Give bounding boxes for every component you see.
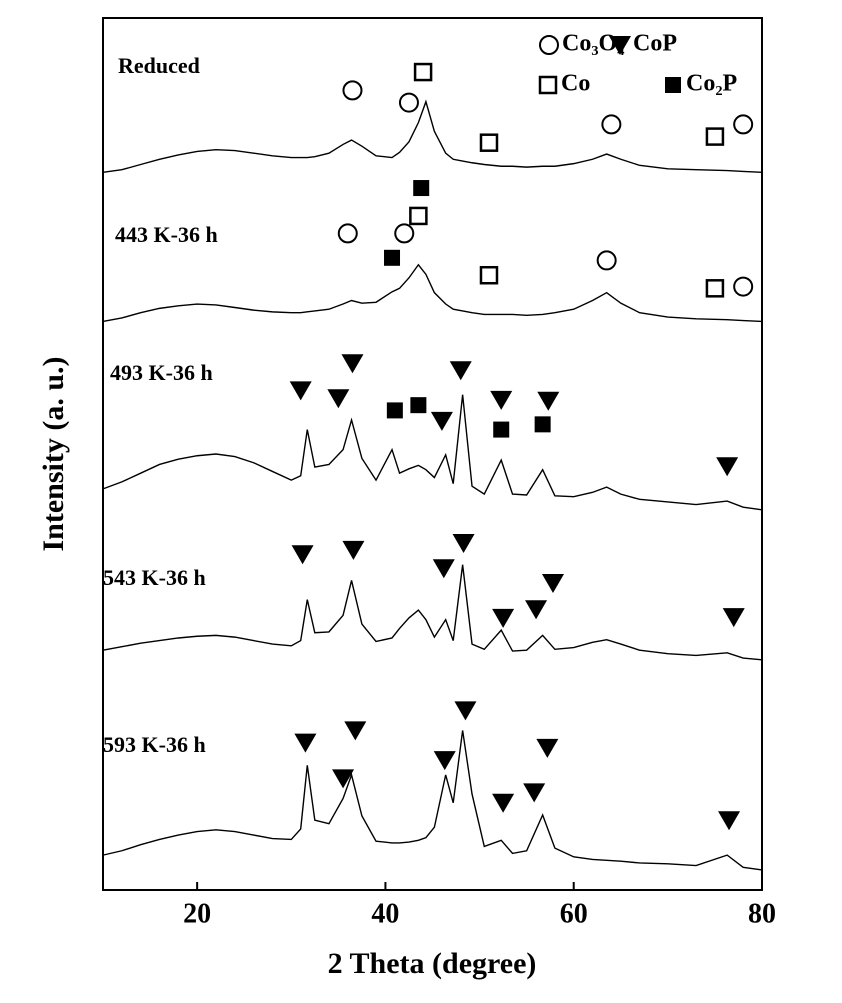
phase-marker — [536, 738, 559, 758]
phase-marker — [452, 533, 475, 553]
legend-marker — [665, 77, 681, 93]
phase-marker — [596, 250, 617, 271]
phase-marker — [430, 411, 453, 431]
legend-marker — [538, 75, 558, 95]
phase-marker — [542, 574, 565, 594]
phase-marker — [454, 701, 477, 721]
xrd-pattern — [102, 730, 763, 871]
phase-marker — [601, 114, 622, 135]
phase-marker — [718, 811, 741, 831]
xrd-pattern — [102, 99, 763, 174]
x-tick-label: 20 — [183, 898, 211, 929]
phase-marker — [342, 80, 363, 101]
phase-marker — [490, 390, 513, 410]
phase-marker — [492, 608, 515, 628]
series-label: 593 K-36 h — [103, 732, 206, 757]
phase-marker — [705, 279, 725, 298]
phase-marker — [386, 402, 403, 419]
legend-label: CoP — [633, 31, 677, 57]
phase-marker — [413, 180, 430, 197]
phase-marker — [410, 397, 427, 414]
legend-marker — [609, 36, 631, 55]
phase-marker — [733, 114, 754, 135]
legend-marker — [539, 35, 559, 55]
phase-marker — [398, 92, 419, 113]
x-tick-label: 40 — [371, 898, 399, 929]
xrd-pattern — [102, 263, 763, 323]
phase-marker — [327, 389, 350, 409]
y-axis-label: Intensity (a. u.) — [37, 356, 70, 551]
phase-marker — [525, 600, 548, 620]
plot-frame — [102, 17, 763, 891]
series-label: 493 K-36 h — [110, 360, 213, 385]
phase-marker — [733, 276, 754, 297]
xrd-pattern — [102, 564, 763, 661]
phase-marker — [449, 361, 472, 381]
phase-marker — [337, 223, 358, 244]
phase-marker — [294, 733, 317, 753]
phase-marker — [409, 206, 428, 226]
phase-marker — [413, 62, 433, 82]
phase-marker — [534, 416, 551, 433]
phase-marker — [705, 127, 725, 146]
legend-label: Co₂P — [686, 71, 737, 97]
phase-marker — [433, 751, 456, 771]
series-label: 543 K-36 h — [103, 565, 206, 590]
series-label: 443 K-36 h — [115, 222, 218, 247]
phase-marker — [493, 421, 510, 438]
phase-marker — [332, 769, 355, 789]
phase-marker — [344, 721, 367, 741]
series-label: Reduced — [118, 53, 200, 78]
phase-marker — [537, 391, 560, 411]
phase-marker — [384, 249, 401, 266]
phase-marker — [479, 265, 499, 285]
phase-marker — [342, 540, 365, 560]
phase-marker — [432, 559, 455, 579]
phase-marker — [291, 545, 314, 565]
phase-marker — [289, 381, 312, 401]
legend-label: Co — [561, 71, 590, 97]
phase-marker — [523, 783, 546, 803]
phase-marker — [716, 457, 739, 477]
xrd-pattern — [102, 394, 763, 511]
x-tick-label: 80 — [748, 898, 776, 929]
phase-marker — [341, 354, 364, 374]
x-axis-label: 2 Theta (degree) — [328, 947, 537, 980]
phase-marker — [492, 793, 515, 813]
phase-marker — [722, 608, 745, 628]
x-tick-label: 60 — [560, 898, 588, 929]
phase-marker — [394, 223, 415, 244]
phase-marker — [479, 133, 499, 152]
